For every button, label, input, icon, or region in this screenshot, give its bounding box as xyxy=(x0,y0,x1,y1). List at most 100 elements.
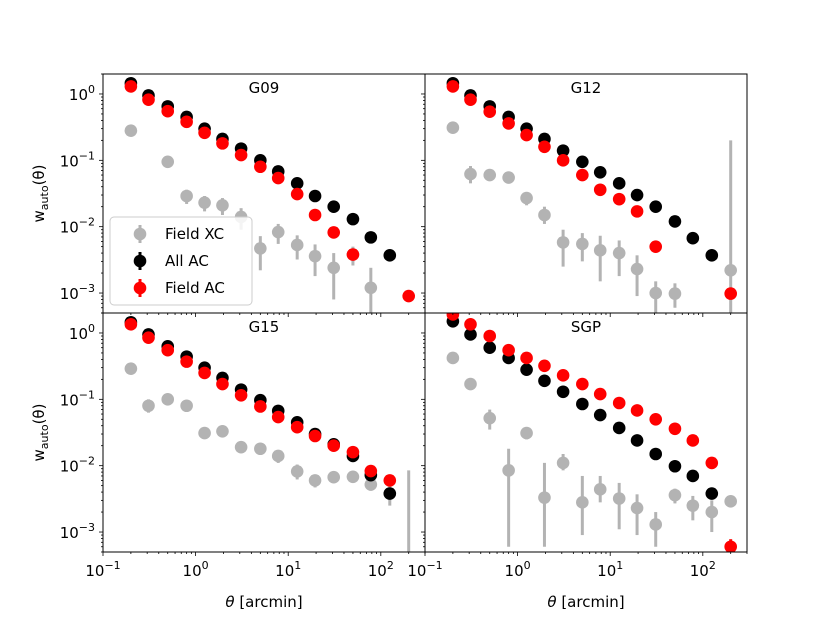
point-field-xc xyxy=(520,191,533,205)
point-field-xc xyxy=(180,399,193,413)
point-field-ac xyxy=(383,474,397,487)
point-field-xc xyxy=(124,124,138,137)
point-field-ac xyxy=(446,313,460,321)
point-field-xc xyxy=(364,478,378,491)
point-field-ac xyxy=(216,377,229,391)
y-tick-label: 100 xyxy=(69,322,95,343)
point-field-xc xyxy=(724,495,737,508)
point-all-ac xyxy=(668,215,682,228)
point-field-ac xyxy=(649,240,663,253)
point-field-xc xyxy=(216,198,229,212)
legend-box xyxy=(109,216,253,306)
point-field-xc xyxy=(161,393,175,406)
panel-frame-g15 xyxy=(102,312,426,553)
point-field-xc xyxy=(483,411,497,425)
point-field-ac xyxy=(705,456,719,470)
panel-title: G15 xyxy=(249,318,280,336)
point-field-xc xyxy=(649,518,663,531)
panel-frame-sgp xyxy=(424,312,748,553)
point-field-ac xyxy=(593,183,607,197)
y-axis-label: wauto(θ) xyxy=(30,404,51,462)
panel-g15-data xyxy=(124,315,411,552)
point-field-ac xyxy=(142,331,155,344)
point-field-xc xyxy=(254,442,267,456)
legend: Field XC All AC Field AC xyxy=(109,216,253,306)
point-field-ac xyxy=(290,420,304,434)
point-field-ac xyxy=(520,128,533,142)
panel-frame-g12 xyxy=(424,73,748,314)
point-all-ac xyxy=(705,487,719,500)
point-all-ac xyxy=(556,144,570,157)
point-field-xc xyxy=(254,242,267,255)
point-field-ac xyxy=(180,115,193,129)
legend-label-field-ac: Field AC xyxy=(165,279,225,297)
point-all-ac xyxy=(346,212,360,226)
point-field-ac xyxy=(649,412,663,426)
panel-sgp-data xyxy=(446,313,737,552)
point-field-xc xyxy=(502,171,515,184)
point-field-xc xyxy=(308,249,322,263)
point-all-ac xyxy=(327,200,341,214)
y-tick-label: 10−1 xyxy=(60,149,95,170)
point-field-xc xyxy=(649,286,663,300)
point-field-xc xyxy=(271,225,285,239)
point-all-ac xyxy=(593,408,607,422)
point-all-ac xyxy=(464,328,477,341)
point-all-ac xyxy=(308,189,322,203)
point-field-ac xyxy=(327,226,341,239)
x-tick-label: 100 xyxy=(183,559,209,580)
point-field-xc xyxy=(686,499,700,512)
point-field-xc xyxy=(161,155,175,169)
point-field-ac xyxy=(612,396,626,410)
point-field-ac xyxy=(346,445,360,459)
point-field-ac xyxy=(327,439,341,453)
point-field-xc xyxy=(520,426,533,440)
point-field-xc xyxy=(446,351,460,365)
point-field-ac xyxy=(142,93,155,106)
point-field-ac xyxy=(630,404,644,417)
point-field-ac xyxy=(254,400,267,413)
point-field-xc xyxy=(327,470,341,484)
y-tick-label: 10−3 xyxy=(60,521,95,542)
y-tick-label: 10−3 xyxy=(60,282,95,303)
x-axis-label: θ [arcmin] xyxy=(547,593,624,611)
point-all-ac xyxy=(686,231,700,245)
point-all-ac xyxy=(630,434,644,447)
point-all-ac xyxy=(612,421,626,435)
point-all-ac xyxy=(538,374,551,388)
point-field-xc xyxy=(290,465,304,478)
x-tick-label: 102 xyxy=(368,559,394,580)
legend-label-all-ac: All AC xyxy=(165,252,209,270)
legend-label-field-xc: Field XC xyxy=(165,225,224,243)
point-field-ac xyxy=(464,93,477,106)
point-all-ac xyxy=(649,200,663,214)
point-field-ac xyxy=(271,410,285,424)
point-field-ac xyxy=(198,126,211,140)
point-field-ac xyxy=(556,369,570,382)
point-field-xc xyxy=(327,261,341,275)
point-all-ac xyxy=(612,177,626,190)
x-tick-label: 101 xyxy=(275,559,301,580)
point-field-ac xyxy=(668,422,682,436)
x-tick-label: 10−1 xyxy=(407,559,442,580)
point-field-ac xyxy=(576,377,589,391)
point-field-ac xyxy=(612,192,626,206)
point-field-xc xyxy=(346,470,360,484)
point-field-xc xyxy=(446,121,460,135)
point-field-ac xyxy=(630,205,644,218)
point-field-ac xyxy=(593,387,607,401)
point-all-ac xyxy=(290,177,304,190)
panel-g09-data xyxy=(124,76,415,313)
x-tick-label: 102 xyxy=(690,559,716,580)
point-all-ac xyxy=(364,231,378,244)
point-field-ac xyxy=(556,154,570,167)
point-all-ac xyxy=(668,459,682,473)
point-field-ac xyxy=(464,318,477,331)
y-tick-label: 10−1 xyxy=(60,388,95,409)
legend-marker-field-ac xyxy=(133,281,147,295)
y-tick-label: 10−2 xyxy=(60,216,95,237)
point-field-ac xyxy=(520,351,533,365)
point-all-ac xyxy=(576,397,589,411)
point-field-ac xyxy=(538,140,551,154)
point-field-ac xyxy=(364,464,378,478)
